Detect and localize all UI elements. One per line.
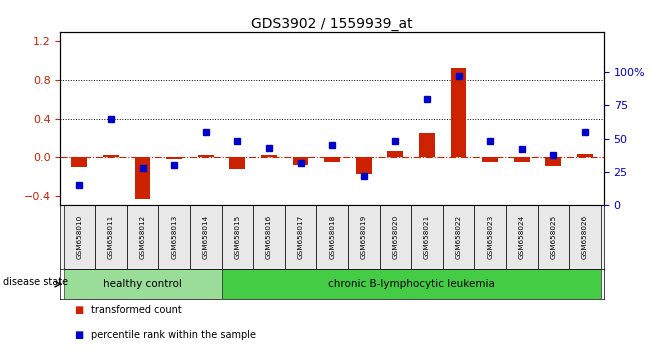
Text: GSM658010: GSM658010 [76,215,83,259]
Text: GSM658020: GSM658020 [393,215,399,259]
Bar [380,205,411,269]
Text: GSM658011: GSM658011 [108,215,114,259]
Bar [474,205,506,269]
Bar [221,205,253,269]
Bar [166,157,182,159]
Bar [95,205,127,269]
Bar [537,205,569,269]
Text: GSM658016: GSM658016 [266,215,272,259]
Bar [356,157,372,173]
Bar [198,155,213,157]
Bar [64,205,95,269]
Bar [324,157,340,162]
Text: GSM658024: GSM658024 [519,215,525,259]
Bar [348,205,380,269]
Bar [482,157,498,162]
Text: GSM658018: GSM658018 [329,215,335,259]
Bar [514,157,529,162]
Text: GSM658017: GSM658017 [297,215,303,259]
Bar [569,205,601,269]
Bar [253,205,285,269]
Bar [190,205,221,269]
Text: GSM658025: GSM658025 [550,215,556,259]
Text: GSM658022: GSM658022 [456,215,462,259]
Bar [316,205,348,269]
Bar [64,269,221,299]
Text: GSM658023: GSM658023 [487,215,493,259]
Bar [103,155,119,157]
Text: GSM658013: GSM658013 [171,215,177,259]
Bar [135,157,150,199]
Text: healthy control: healthy control [103,279,182,289]
Text: GSM658026: GSM658026 [582,215,588,259]
Bar [411,205,443,269]
Bar [443,205,474,269]
Bar [127,205,158,269]
Text: GSM658019: GSM658019 [361,215,367,259]
Bar [506,205,537,269]
Bar [293,157,309,165]
Text: percentile rank within the sample: percentile rank within the sample [91,330,256,339]
Bar [221,269,601,299]
Bar [229,157,245,169]
Bar [71,157,87,167]
Bar [387,152,403,157]
Text: disease state: disease state [3,277,68,287]
Bar [451,68,466,157]
Text: GSM658014: GSM658014 [203,215,209,259]
Text: chronic B-lymphocytic leukemia: chronic B-lymphocytic leukemia [327,279,495,289]
Text: GSM658015: GSM658015 [234,215,240,259]
Bar [158,205,190,269]
Bar [546,157,561,166]
Text: GSM658012: GSM658012 [140,215,146,259]
Text: ■: ■ [74,305,83,315]
Bar [577,154,593,157]
Bar [419,133,435,157]
Bar [261,155,277,157]
Text: transformed count: transformed count [91,305,181,315]
Text: ■: ■ [74,330,83,339]
Title: GDS3902 / 1559939_at: GDS3902 / 1559939_at [252,17,413,31]
Text: GSM658021: GSM658021 [424,215,430,259]
Bar [285,205,316,269]
